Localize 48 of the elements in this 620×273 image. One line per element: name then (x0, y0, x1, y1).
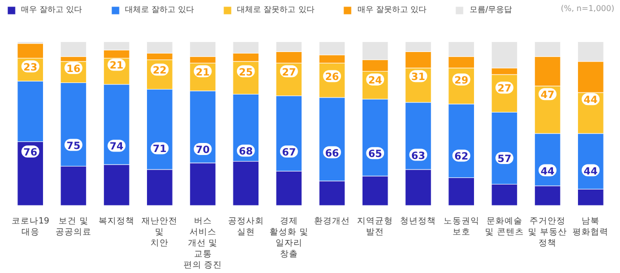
annotation: 63 (411, 150, 426, 162)
annotation: 22 (152, 66, 167, 77)
annotation: 25 (238, 67, 253, 78)
annotation: 26 (325, 72, 340, 84)
annotation: 68 (238, 146, 253, 158)
annotation: 23 (23, 62, 38, 74)
annotation: 27 (282, 67, 296, 78)
annotation: 75 (66, 140, 80, 152)
annotation: 44 (584, 95, 598, 106)
legend-label: 매우 잘하고 있다 (21, 4, 82, 15)
x-tick-label: 복지정책 (98, 216, 135, 226)
annotation: 31 (411, 72, 426, 84)
annotation: 71 (152, 144, 167, 156)
annotation: 21 (110, 60, 124, 72)
annotation: 70 (196, 145, 210, 156)
legend-label: 모름/무응답 (469, 4, 512, 15)
annotation: 57 (497, 154, 512, 166)
legend-label: 대체로 잘하고 있다 (125, 4, 194, 15)
legend-label: 대체로 잘못하고 있다 (237, 4, 314, 15)
x-tick-label: 공정사회 실현 (228, 216, 264, 238)
x-tick-label: 청년정책 (400, 216, 436, 226)
annotation: 62 (454, 152, 468, 163)
annotation: 67 (282, 147, 296, 158)
annotation: 29 (454, 75, 468, 86)
x-tick-label: 코로나19 대응 (11, 216, 50, 238)
x-tick-label: 재난안전 및 치안 (142, 216, 178, 248)
x-tick-label: 문화예술 및 콘텐츠 (485, 216, 524, 238)
x-tick-label: 지역균형 발전 (357, 216, 394, 238)
x-tick-label: 경제 활성화 및 일자리 창출 (270, 216, 308, 260)
annotation: 21 (196, 67, 210, 78)
annotation: 44 (540, 166, 555, 178)
annotation: 76 (23, 147, 38, 158)
annotation: 66 (325, 148, 340, 160)
x-tick-label: 노동권익 보호 (443, 216, 480, 238)
annotation: 27 (497, 84, 512, 95)
x-tick-label: 버스 서비스 개선 및 교통 편의 증진 (183, 216, 222, 270)
text: (%, n=1,000) (560, 4, 614, 14)
annotation: 16 (66, 64, 80, 75)
legend-label: 매우 잘못하고 있다 (357, 4, 426, 15)
annotation: 47 (540, 90, 555, 102)
x-tick-label: 환경개선 (314, 216, 350, 226)
annotation: 44 (584, 166, 598, 178)
x-tick-label: 보건 및 공공의료 (55, 216, 92, 238)
x-tick-label: 남북 평화협력 (572, 216, 609, 238)
annotation: 24 (368, 75, 382, 86)
x-tick-label: 주거안정 및 부동산 정책 (528, 216, 567, 248)
annotation: 74 (110, 142, 124, 153)
annotation: 65 (368, 149, 382, 160)
